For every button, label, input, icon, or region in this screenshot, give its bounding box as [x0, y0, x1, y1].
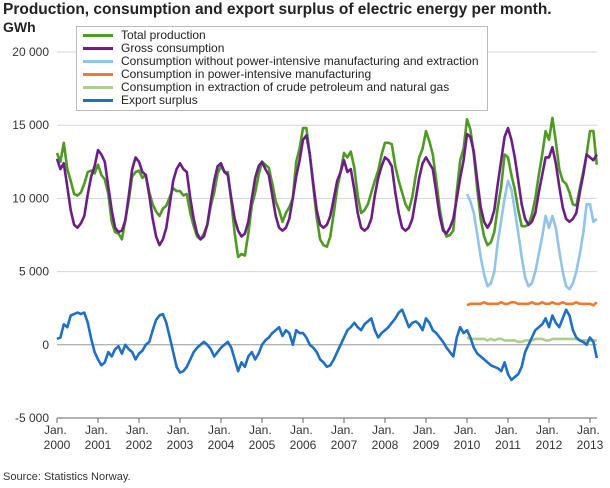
x-tick-label-line: Jan. [577, 423, 603, 437]
x-tick-label: Jan. 2006 [290, 423, 317, 452]
x-tick-label-line: 2003 [167, 438, 194, 452]
x-tick-label: Jan. 2007 [331, 423, 358, 452]
x-tick-label-line: Jan. [290, 423, 316, 437]
legend-label: Consumption in extraction of crude petro… [121, 80, 450, 94]
x-tick-label: Jan. 2011 [495, 423, 521, 452]
x-tick-label-line: 2007 [331, 438, 358, 452]
x-tick-label-line: Jan. [454, 423, 480, 437]
x-tick-label-line: Jan. [167, 423, 193, 437]
x-tick-label-line: 2006 [290, 438, 317, 452]
x-tick-label-line: Jan. [331, 423, 357, 437]
x-tick-label-line: 2002 [126, 438, 153, 452]
legend-swatch [83, 86, 113, 89]
x-tick-label: Jan. 2001 [85, 423, 112, 452]
x-tick-label-line: 2009 [413, 438, 440, 452]
legend-item: Export surplus [81, 94, 483, 107]
x-tick-label: Jan. 2005 [249, 423, 276, 452]
x-tick-label: Jan. 2012 [536, 423, 563, 452]
legend-swatch [83, 73, 113, 76]
x-tick-label-line: 2012 [536, 438, 563, 452]
x-tick-label-line: Jan. [495, 423, 521, 437]
series-line [465, 179, 598, 291]
x-tick-label: Jan. 2009 [413, 423, 440, 452]
x-tick-label-line: 2000 [44, 438, 71, 452]
y-tick-label: 0 [42, 338, 49, 352]
series-line [56, 308, 599, 382]
x-tick-label: Jan. 2004 [208, 423, 235, 452]
source: Source: Statistics Norway. [3, 471, 131, 483]
y-tick-label: -5 000 [15, 411, 49, 425]
x-tick-label-line: 2013 [577, 438, 604, 452]
x-tick-label-line: Jan. [413, 423, 439, 437]
legend-item: Consumption in extraction of crude petro… [81, 81, 483, 94]
legend-item: Gross consumption [81, 42, 483, 55]
y-tick-label: 10 000 [12, 191, 49, 205]
legend-swatch [83, 60, 113, 63]
x-tick-label-line: Jan. [372, 423, 398, 437]
x-tick-label-line: Jan. [249, 423, 275, 437]
x-tick-label-line: 2008 [372, 438, 399, 452]
x-tick-label-line: 2005 [249, 438, 276, 452]
legend-label: Consumption in power-intensive manufactu… [121, 67, 372, 81]
x-tick-label-line: Jan. [44, 423, 70, 437]
y-tick-label: 15 000 [12, 118, 49, 132]
legend-label: Total production [121, 28, 206, 42]
chart-title: Production, consumption and export surpl… [3, 1, 552, 18]
series-line [55, 126, 598, 247]
legend-label: Gross consumption [121, 41, 225, 55]
x-tick-label-line: 2010 [454, 438, 481, 452]
x-tick-label-line: 2001 [85, 438, 112, 452]
x-tick-label: Jan. 2010 [454, 423, 481, 452]
x-tick-label: Jan. 2003 [167, 423, 194, 452]
series-line [466, 301, 598, 307]
x-tick-label: Jan. 2008 [372, 423, 399, 452]
legend-item: Consumption in power-intensive manufactu… [81, 68, 483, 81]
x-tick-label: Jan. 2000 [44, 423, 71, 452]
x-tick-label-line: Jan. [536, 423, 562, 437]
series-line [55, 116, 599, 259]
x-tick-label: Jan. 2002 [126, 423, 153, 452]
legend-item: Total production [81, 29, 483, 42]
legend-swatch [83, 47, 113, 50]
legend-swatch [83, 99, 113, 102]
x-tick-label-line: Jan. [85, 423, 111, 437]
x-tick-label-line: Jan. [126, 423, 152, 437]
legend-swatch [83, 34, 113, 37]
x-tick-label-line: 2011 [495, 438, 521, 452]
y-axis-label: GWh [3, 19, 36, 35]
legend-label: Export surplus [121, 93, 198, 107]
y-tick-label: 5 000 [19, 265, 49, 279]
y-tick-label: 20 000 [12, 45, 49, 59]
x-tick-label-line: 2004 [208, 438, 235, 452]
x-tick-label-line: Jan. [208, 423, 234, 437]
legend-label: Consumption without power-intensive manu… [121, 54, 479, 68]
legend-item: Consumption without power-intensive manu… [81, 55, 483, 68]
legend: Total production Gross consumption Consump… [76, 26, 488, 111]
x-tick-label: Jan. 2013 [577, 423, 604, 452]
